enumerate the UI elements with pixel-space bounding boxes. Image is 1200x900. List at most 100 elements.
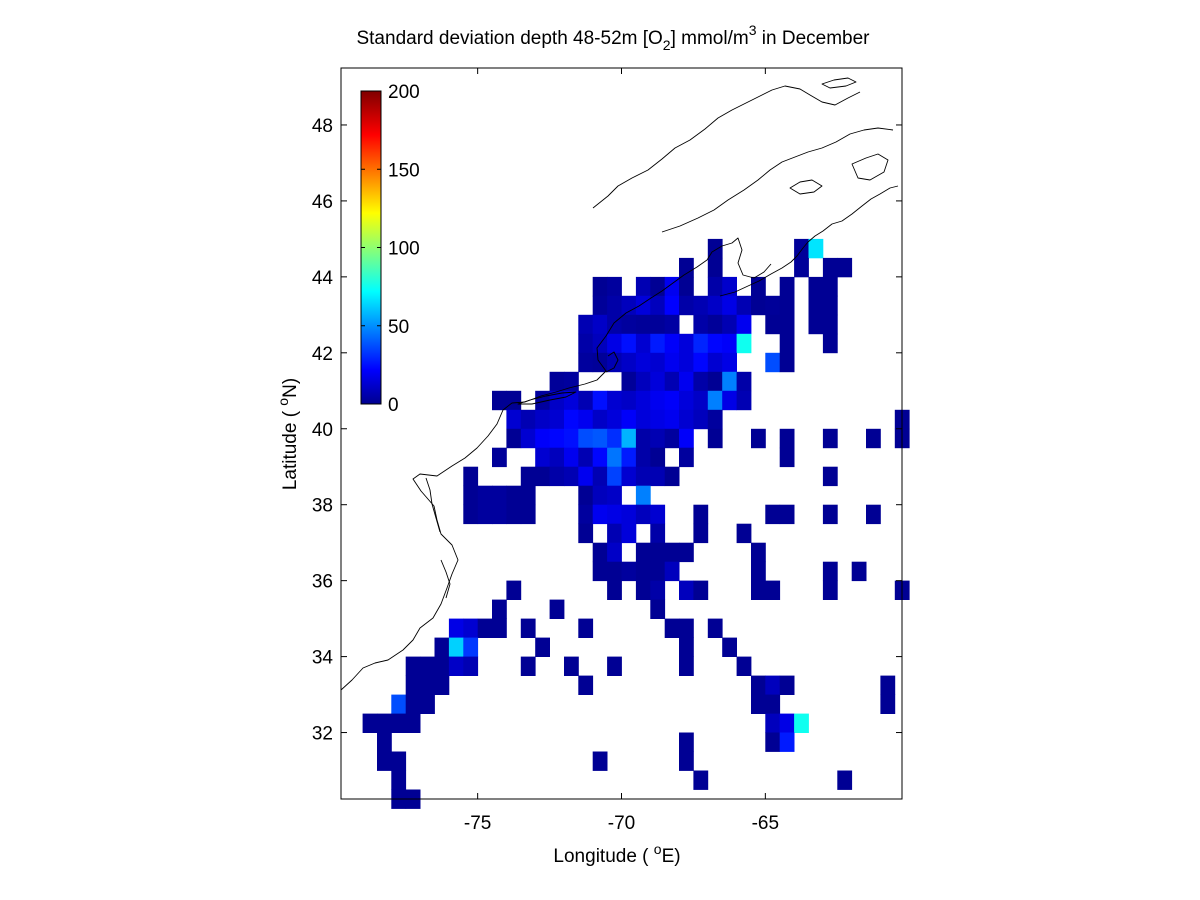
colorbar-tick-label: 50 [388,317,409,338]
y-tick-label: 32 [312,724,333,745]
heatmap-cell [463,504,479,525]
heatmap-cell [578,333,594,354]
heatmap-cell [679,333,694,354]
heatmap-cell [765,580,781,600]
heatmap-cell [477,618,493,638]
heatmap-cell [707,390,723,411]
heatmap-cell [520,466,536,487]
heatmap-cell [650,466,666,487]
colorbar: 0 50 100 150 200 [360,82,420,416]
heatmap-cell [520,428,536,449]
heatmap-cell [564,466,579,487]
heatmap-cell [635,466,651,487]
heatmap-cells [362,238,910,809]
heatmap-cell [506,428,522,449]
heatmap-cell [765,713,781,733]
heatmap-cell [650,542,666,563]
heatmap-cell [650,409,666,430]
heatmap-cell [650,428,666,449]
heatmap-cell [822,314,838,335]
heatmap-cell [722,295,737,316]
heatmap-cell [794,238,809,259]
heatmap-cell [779,675,795,695]
heatmap-cell [664,352,680,373]
heatmap-cell [664,314,680,335]
heatmap-cell [693,770,709,790]
heatmap-cell [621,333,637,354]
coastline-cape-cod [605,351,619,373]
heatmap-cell [664,333,680,354]
heatmap-cell [822,466,838,487]
heatmap-cell [736,371,752,392]
heatmap-cell [463,466,479,487]
heatmap-cell [592,561,608,582]
heatmap-cell [506,485,522,506]
heatmap-cell [664,618,680,638]
x-tick-label: -75 [464,813,491,834]
heatmap-cell [707,257,723,278]
heatmap-cell [607,542,622,563]
heatmap-cell [520,409,536,430]
heatmap-cell [635,352,651,373]
heatmap-cell [650,561,666,582]
y-tick-label: 34 [312,648,334,669]
heatmap-cell [592,542,608,563]
heatmap-cell [621,466,637,487]
heatmap-cell [679,371,694,392]
colorbar-tick-label: 100 [388,239,420,260]
heatmap-cell [693,295,709,316]
heatmap-cell [650,352,666,373]
heatmap-cell [434,656,450,676]
heatmap-cell [779,447,795,468]
heatmap-cell [391,751,407,771]
heatmap-cell [578,447,594,468]
heatmap-cell [765,295,781,316]
heatmap-cell [607,295,622,316]
heatmap-cell [822,333,838,354]
heatmap-cell [707,428,723,449]
x-axis-label: Longitude ( oE) [553,841,680,867]
heatmap-cell [679,751,694,771]
heatmap-cell [866,504,881,525]
heatmap-cell [722,390,737,411]
heatmap-cell [549,409,565,430]
heatmap-cell [693,314,709,335]
heatmap-cell [607,523,622,544]
heatmap-cell [621,504,637,525]
heatmap-cell [578,675,594,695]
heatmap-cell [520,504,536,525]
coastline-inner-shore [661,127,894,233]
heatmap-cell [751,428,766,449]
heatmap-cell [722,371,737,392]
heatmap-cell [707,371,723,392]
heatmap-cell [679,637,694,657]
heatmap-cell [635,295,651,316]
heatmap-cell [535,409,550,430]
heatmap-cell [362,713,378,733]
heatmap-cell [751,276,766,297]
heatmap-cell [578,428,594,449]
heatmap-cell [664,371,680,392]
heatmap-cell [822,257,838,278]
heatmap-cell [635,390,651,411]
heatmap-cell [607,390,622,411]
heatmap-cell [822,504,838,525]
heatmap-cell [564,371,579,392]
heatmap-cell [765,675,781,695]
heatmap-cell [808,314,824,335]
heatmap-cell [564,390,579,411]
heatmap-cell [664,561,680,582]
heatmap-cell [434,637,450,657]
heatmap-cell [607,409,622,430]
heatmap-cell [506,504,522,525]
heatmap-cell [635,447,651,468]
heatmap-cell [751,542,766,563]
heatmap-cell [693,352,709,373]
heatmap-cell [765,314,781,335]
heatmap-cell [506,409,522,430]
y-tick-label: 36 [312,572,333,593]
coastline-pei [789,179,823,195]
coastline-gulf-st-lawrence [592,85,861,209]
heatmap-cell [664,542,680,563]
coastline-cape-breton [851,153,889,181]
